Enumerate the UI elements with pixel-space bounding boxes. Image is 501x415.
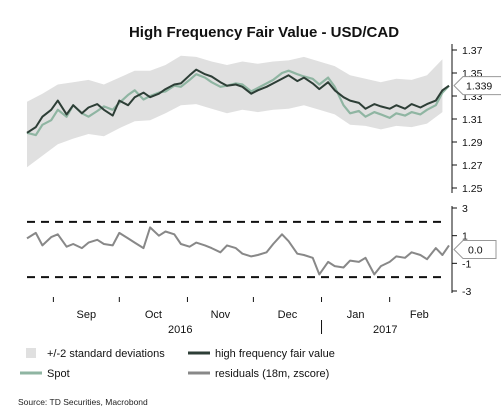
upper-y-tick-label: 1.27 (462, 160, 483, 172)
upper-y-tick-label: 1.29 (462, 137, 483, 149)
x-axis: Sep Oct Nov Dec Jan Feb 2016 2017 (52, 297, 429, 336)
lower-y-tick-label: -3 (462, 286, 471, 298)
lower-y-tick-label: 3 (462, 203, 468, 215)
residuals-line (26, 226, 450, 276)
upper-y-tick-label: 1.25 (462, 183, 483, 195)
source-note: Source: TD Securities, Macrobond (18, 397, 148, 407)
upper-panel: 1.371.351.331.311.291.271.251.339 (26, 44, 501, 195)
legend-label: high frequency fair value (215, 348, 335, 360)
upper-y-tick-label: 1.31 (462, 114, 483, 126)
year-label: 2017 (373, 324, 397, 336)
std-band (27, 55, 443, 168)
lower-panel: 3 1 -1 -3 0.0 (26, 203, 497, 298)
month-label: Oct (145, 309, 162, 321)
chart-title: High Frequency Fair Value - USD/CAD (129, 24, 399, 41)
legend-label: Spot (47, 368, 70, 380)
upper-y-tick-label: 1.37 (462, 45, 483, 57)
month-label: Dec (278, 309, 298, 321)
legend-swatch (26, 348, 36, 358)
month-label: Feb (410, 309, 429, 321)
upper-callout-value: 1.339 (466, 81, 492, 93)
lower-y-tick-label: 1 (462, 231, 468, 243)
fair-value-line (26, 68, 450, 134)
legend-label: +/-2 standard deviations (47, 348, 165, 360)
year-label: 2016 (168, 324, 192, 336)
lower-callout-box (453, 240, 497, 259)
lower-y-tick-label: -1 (462, 258, 471, 270)
upper-callout-box (453, 76, 501, 96)
lower-callout-value: 0.0 (468, 245, 483, 257)
legend: +/-2 standard deviations high frequency f… (20, 348, 335, 380)
month-label: Sep (77, 309, 97, 321)
month-label: Nov (211, 309, 231, 321)
legend-label: residuals (18m, zscore) (215, 368, 329, 380)
spot-line (26, 69, 450, 137)
month-label: Jan (347, 309, 365, 321)
